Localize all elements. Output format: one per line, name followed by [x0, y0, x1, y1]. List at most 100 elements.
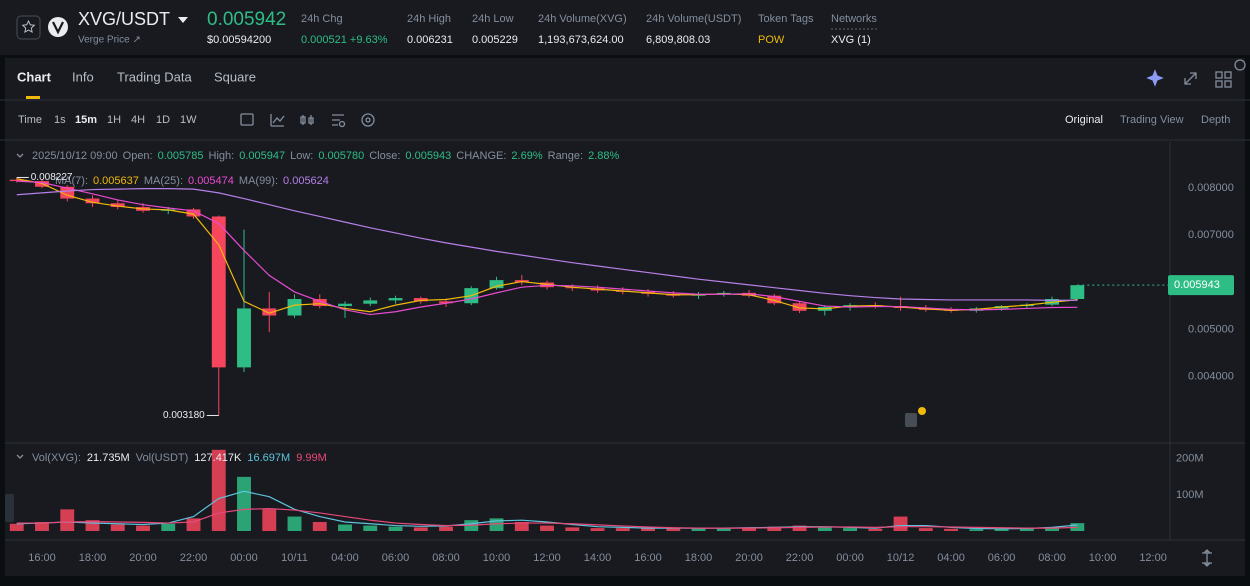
- ohlc-info: Low:: [290, 150, 313, 162]
- settings-list-icon[interactable]: [332, 114, 344, 126]
- y-tick-label: 0.008000: [1188, 182, 1234, 194]
- layout-icon[interactable]: [1224, 80, 1232, 88]
- stat-label: 24h Chg: [301, 13, 343, 25]
- volume-legend-name: Vol(USDT): [136, 452, 189, 464]
- volume-bar: [60, 509, 75, 531]
- stat-label: Token Tags: [758, 13, 814, 25]
- event-dot: [918, 407, 926, 415]
- x-tick-label: 16:00: [28, 552, 56, 564]
- x-tick-label: 14:00: [584, 552, 612, 564]
- x-tick-label: 18:00: [685, 552, 713, 564]
- volume-tick-label: 200M: [1176, 453, 1204, 465]
- tab[interactable]: Chart: [17, 69, 52, 84]
- interval-option[interactable]: 1D: [156, 114, 170, 126]
- layout-icon[interactable]: [1215, 71, 1223, 79]
- volume-bar: [868, 528, 883, 531]
- x-tick-label: 08:00: [1038, 552, 1066, 564]
- volume-bar: [817, 527, 832, 531]
- volume-legend-name: Vol(XVG):: [32, 452, 81, 464]
- volume-bar: [615, 528, 630, 531]
- interval-option[interactable]: 1s: [54, 114, 66, 126]
- scale-icon[interactable]: [1202, 549, 1212, 567]
- pair-caret[interactable]: [178, 17, 188, 23]
- ma-legend-name: MA(25):: [144, 175, 183, 187]
- calendar-icon[interactable]: [240, 113, 254, 126]
- view-option[interactable]: Trading View: [1120, 114, 1184, 126]
- volume-bar: [792, 525, 807, 531]
- x-tick-label: 00:00: [230, 552, 258, 564]
- volume-bar: [262, 509, 277, 531]
- candle-icon[interactable]: [300, 115, 314, 125]
- stat-value: 6,809,808.03: [646, 34, 710, 46]
- x-tick-label: 04:00: [937, 552, 965, 564]
- tab[interactable]: Square: [214, 69, 256, 84]
- y-tick-label: 0.005000: [1188, 324, 1234, 336]
- candle-body: [338, 303, 352, 307]
- volume-bar: [312, 521, 327, 531]
- volume-pane: [9, 449, 1085, 531]
- expand-icon[interactable]: [1184, 72, 1197, 85]
- volume-bar: [9, 523, 24, 531]
- favorite-button[interactable]: [16, 15, 41, 40]
- ma-line: [16, 180, 1078, 316]
- tab[interactable]: Trading Data: [117, 69, 192, 84]
- volume-bar: [944, 528, 959, 531]
- volume-bar: [363, 525, 378, 531]
- volume-bar: [237, 476, 251, 531]
- settings-icon[interactable]: [365, 117, 371, 123]
- tab[interactable]: Info: [72, 69, 94, 84]
- ma-legend-value: 0.005637: [93, 175, 139, 187]
- layout-icon[interactable]: [1224, 71, 1232, 79]
- collapse-icon[interactable]: [16, 153, 24, 459]
- ai-icon[interactable]: [1146, 69, 1164, 87]
- active-tab-indicator: [26, 96, 40, 99]
- view-option[interactable]: Original: [1065, 114, 1103, 126]
- ma-line: [16, 508, 1078, 529]
- ma-legend-name: MA(7):: [55, 175, 88, 187]
- interval-option[interactable]: 1W: [180, 114, 197, 126]
- toolbar-icons: [16, 59, 1246, 567]
- volume-bar: [565, 527, 580, 531]
- coin-logo-mark: [52, 21, 64, 35]
- x-tick-label: 22:00: [180, 552, 208, 564]
- ohlc-info: Range:: [548, 150, 583, 162]
- candle-body: [792, 303, 807, 311]
- candle-body: [767, 295, 782, 304]
- last-price-usd: $0.00594200: [207, 34, 271, 46]
- x-tick-label: 12:00: [533, 552, 561, 564]
- interval-option[interactable]: 1H: [107, 114, 121, 126]
- interval-option[interactable]: 4H: [131, 114, 145, 126]
- x-tick-label: 08:00: [432, 552, 460, 564]
- stat-value: 0.005229: [472, 34, 518, 46]
- close-icon[interactable]: [1234, 59, 1246, 71]
- ma-legend-value: 0.005474: [188, 175, 234, 187]
- settings-list-icon[interactable]: [338, 120, 346, 128]
- layout-icon[interactable]: [1215, 80, 1223, 88]
- indicator-icon[interactable]: [270, 114, 285, 127]
- view-option[interactable]: Depth: [1201, 114, 1230, 126]
- settings-icon[interactable]: [361, 113, 375, 127]
- volume-bar: [691, 528, 706, 531]
- x-tick-label: 04:00: [331, 552, 359, 564]
- event-icon[interactable]: [905, 413, 917, 427]
- y-tick-label: 0.007000: [1188, 229, 1234, 241]
- volume-bar: [843, 528, 858, 531]
- x-tick-label: 06:00: [988, 552, 1016, 564]
- y-tick-label: 0.004000: [1188, 371, 1234, 383]
- candle-body: [237, 308, 251, 368]
- volume-bar: [1070, 523, 1085, 531]
- volume-bar: [716, 528, 731, 531]
- volume-bar: [35, 521, 49, 531]
- candle-body: [439, 301, 453, 304]
- candle-body: [413, 298, 428, 302]
- x-tick-label: 18:00: [79, 552, 107, 564]
- pane-handle[interactable]: [5, 494, 14, 522]
- pair-subtitle[interactable]: Verge Price ↗: [78, 35, 141, 46]
- interval-option: Time: [18, 114, 42, 126]
- volume-bar: [439, 526, 453, 531]
- pair-name[interactable]: XVG/USDT: [78, 9, 170, 29]
- volume-bar: [136, 525, 150, 531]
- candle-body: [262, 308, 277, 316]
- interval-option[interactable]: 15m: [75, 114, 97, 126]
